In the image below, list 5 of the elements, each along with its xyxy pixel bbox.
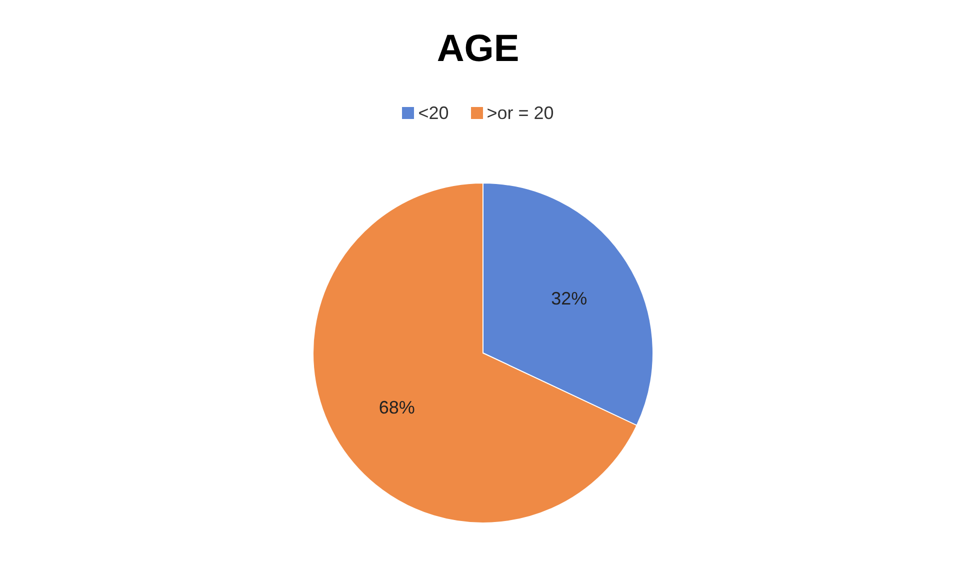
chart-title: AGE [436, 27, 520, 72]
legend-label: >or = 20 [486, 102, 554, 124]
legend-label: <20 [418, 102, 449, 124]
data-label: 68% [378, 398, 415, 418]
data-label: 32% [551, 288, 588, 308]
